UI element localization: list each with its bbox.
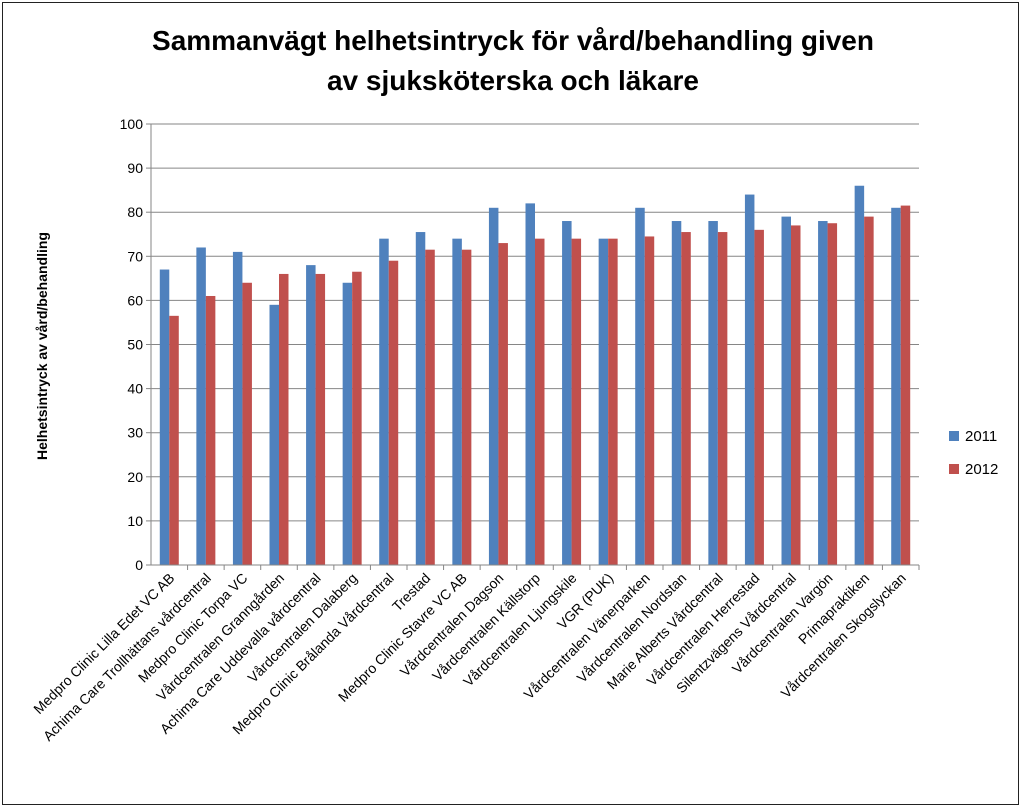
bar-2011 [708, 221, 718, 565]
bar-2012 [827, 223, 838, 565]
y-tick-label: 80 [127, 204, 143, 220]
bar-2011 [854, 185, 865, 566]
legend: 2011 2012 [949, 428, 998, 478]
bar-2012 [864, 216, 874, 566]
y-tick-label: 30 [127, 425, 143, 441]
bar-2012 [717, 232, 728, 566]
y-tick-label: 100 [120, 116, 144, 132]
legend-label-2012: 2012 [965, 461, 998, 478]
bar-2012 [644, 236, 655, 565]
chart-title-line-2: av sjuksköterska och läkare [327, 65, 699, 96]
bar-2011 [781, 216, 791, 566]
bar-2012 [461, 249, 472, 565]
bars [159, 185, 911, 566]
y-tick-label: 20 [127, 469, 143, 485]
bar-2012 [791, 225, 801, 565]
bar-2012 [169, 315, 179, 565]
bar-2012 [754, 229, 764, 565]
bar-chart: Sammanvägt helhetsintryck för vård/behan… [30, 25, 998, 744]
bar-2011 [415, 232, 426, 566]
bar-2011 [452, 238, 462, 565]
bar-2011 [488, 207, 499, 566]
bar-2011 [159, 269, 170, 565]
y-tick-label: 0 [135, 557, 143, 573]
bar-2012 [205, 295, 216, 565]
bar-2011 [379, 238, 389, 565]
bar-2011 [525, 203, 535, 565]
bar-2012 [571, 238, 582, 565]
bar-2011 [196, 247, 206, 566]
bar-2012 [425, 249, 435, 565]
y-tick-label: 40 [127, 381, 143, 397]
bar-2012 [498, 243, 508, 565]
y-tick-label: 60 [127, 292, 143, 308]
y-tick-label: 50 [127, 337, 143, 353]
bar-2012 [352, 271, 362, 565]
bar-2012 [388, 260, 399, 565]
bar-2011 [635, 207, 645, 566]
legend-label-2011: 2011 [965, 428, 997, 445]
bar-2011 [598, 238, 609, 565]
chart-title-line-1: Sammanvägt helhetsintryck för vård/behan… [152, 25, 874, 56]
y-tick-label: 10 [127, 513, 143, 529]
y-tick-label: 90 [127, 160, 143, 176]
bar-2011 [269, 304, 279, 565]
bar-2011 [818, 221, 828, 565]
y-axis-label: Helhetsintryck av vård/behandling [34, 232, 50, 460]
bar-2012 [608, 238, 618, 565]
bar-2011 [671, 221, 682, 565]
y-tick-label: 70 [127, 248, 143, 264]
bar-2012 [535, 238, 545, 565]
bar-2012 [279, 273, 289, 565]
bar-2011 [891, 207, 901, 566]
bar-2011 [562, 221, 572, 565]
legend-swatch-2011 [949, 431, 959, 441]
bar-2011 [744, 194, 755, 565]
bar-2011 [342, 282, 353, 565]
bar-2012 [315, 273, 326, 565]
bar-2011 [306, 265, 316, 565]
bar-2011 [232, 251, 243, 565]
bar-2012 [681, 232, 691, 566]
bar-2012 [900, 205, 911, 565]
legend-swatch-2012 [949, 464, 959, 474]
bar-2012 [242, 282, 252, 565]
